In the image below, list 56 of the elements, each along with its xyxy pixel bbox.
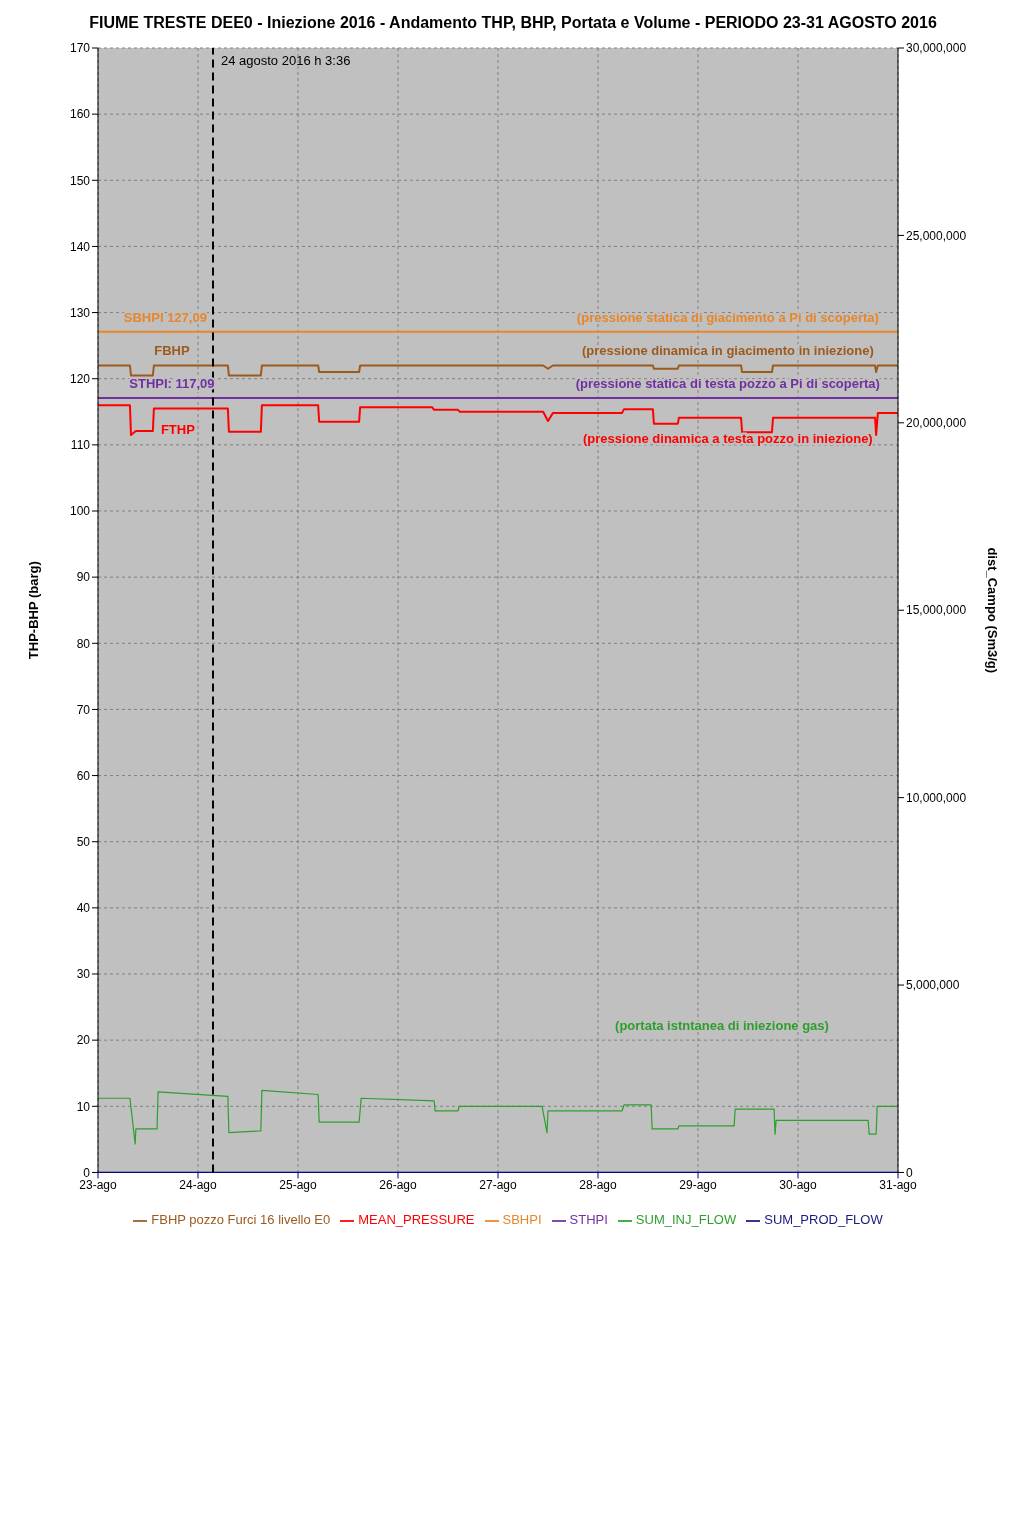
y2-tick-label: 15,000,000 xyxy=(906,603,967,618)
y-tick-label: 140 xyxy=(69,239,91,254)
annotation: (pressione dinamica in giacimento in iniezione) xyxy=(581,343,874,359)
annotation: (pressione statica di giacimento a Pi di scoperta) xyxy=(576,309,879,325)
chart-title: FIUME TRESTE DEE0 - Iniezione 2016 - Andamento THP, BHP, Portata e Volume - PERIODO 23-31 AGOSTO 2016 xyxy=(88,13,938,33)
annotation: (pressione dinamica a testa pozzo in iniezione) xyxy=(583,431,873,447)
y2-tick-label: 0 xyxy=(906,1165,913,1180)
y-tick-label: 100 xyxy=(69,504,91,519)
legend-label: FBHP pozzo Furci 16 livello E0 xyxy=(151,1212,331,1228)
x-tick-label: 30-ago xyxy=(779,1177,817,1192)
line-series xyxy=(98,404,898,436)
legend-label: SUM_PROD_FLOW xyxy=(764,1212,883,1228)
x-tick-label: 24-ago xyxy=(179,1177,217,1192)
y-tick-label: 130 xyxy=(69,305,91,320)
y-axis-title: THP-BHP (barg) xyxy=(25,561,41,660)
x-tick-label: 31-ago xyxy=(879,1177,917,1192)
legend-label: STHPI xyxy=(569,1212,608,1228)
y-tick-label: 90 xyxy=(76,570,91,585)
annotation: SBHPI 127,09 xyxy=(123,309,207,325)
legend-label: SUM_INJ_FLOW xyxy=(635,1212,737,1228)
y-tick-label: 160 xyxy=(69,107,91,122)
legend-label: MEAN_PRESSURE xyxy=(358,1212,475,1228)
y2-tick-label: 10,000,000 xyxy=(906,790,967,805)
legend-label: SBHPI xyxy=(502,1212,542,1228)
y-tick-label: 60 xyxy=(76,768,91,783)
annotation: (portata istntanea di iniezione gas) xyxy=(615,1017,829,1033)
y-tick-label: 20 xyxy=(76,1033,91,1048)
y-tick-label: 170 xyxy=(69,41,91,56)
x-tick-label: 26-ago xyxy=(379,1177,417,1192)
y-tick-label: 0 xyxy=(83,1165,91,1180)
y-tick-label: 30 xyxy=(76,967,91,982)
y2-tick-label: 5,000,000 xyxy=(906,978,960,993)
y2-tick-label: 20,000,000 xyxy=(906,416,967,431)
y-tick-label: 40 xyxy=(76,901,91,916)
line-series xyxy=(98,364,898,377)
y-tick-label: 10 xyxy=(76,1099,91,1114)
line-series xyxy=(98,1089,898,1145)
y-tick-label: 120 xyxy=(69,371,91,386)
x-tick-label: 28-ago xyxy=(579,1177,617,1192)
ref-line-label: 24 agosto 2016 h 3:36 xyxy=(221,53,351,69)
y-tick-label: 150 xyxy=(69,173,91,188)
x-tick-label: 25-ago xyxy=(279,1177,317,1192)
y2-tick-label: 25,000,000 xyxy=(906,228,967,243)
x-tick-label: 29-ago xyxy=(679,1177,717,1192)
y-tick-label: 50 xyxy=(76,834,91,849)
annotation: FTHP xyxy=(160,422,196,438)
annotation: STHPI: 117,09 xyxy=(129,375,215,391)
y2-tick-label: 30,000,000 xyxy=(906,41,967,56)
y2-axis-title: dist_Campo (Sm3/g) xyxy=(985,547,1001,674)
x-tick-label: 27-ago xyxy=(479,1177,517,1192)
annotation: FBHP xyxy=(154,343,190,359)
annotation: (pressione statica di testa pozzo a Pi di scoperta) xyxy=(575,375,880,391)
y-tick-label: 80 xyxy=(76,636,91,651)
y-tick-label: 110 xyxy=(70,438,91,453)
y-tick-label: 70 xyxy=(76,702,91,717)
x-tick-label: 23-ago xyxy=(79,1177,117,1192)
